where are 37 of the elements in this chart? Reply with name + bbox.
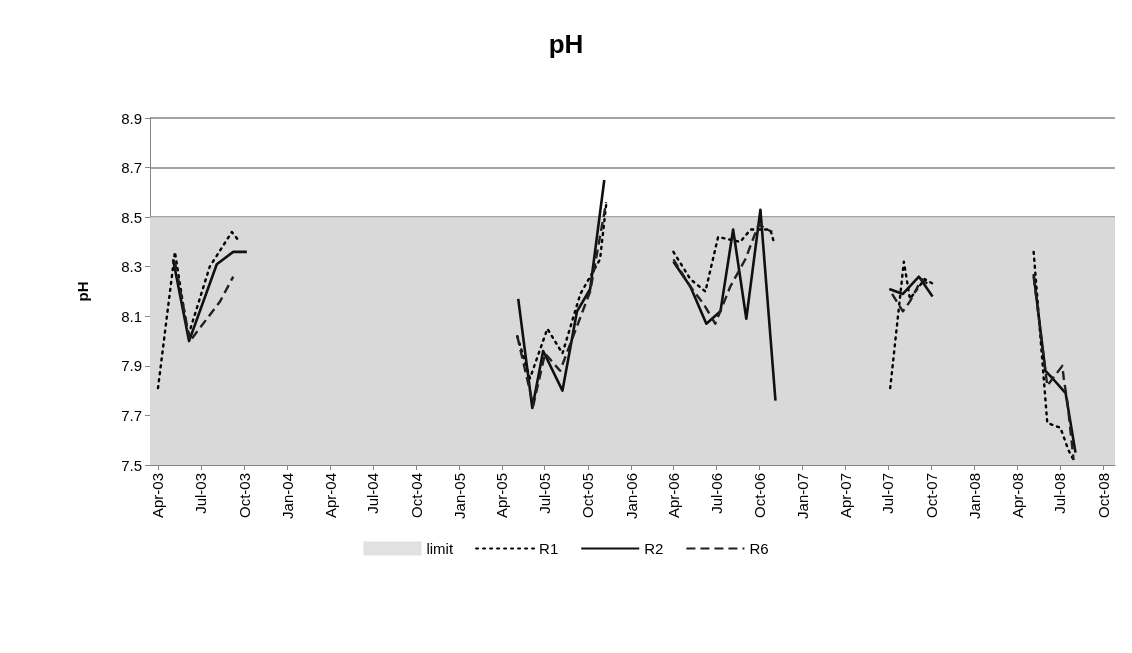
y-tick-label: 7.7	[121, 406, 142, 424]
y-tick-label: 8.3	[121, 258, 142, 276]
x-tick-label: Oct-05	[579, 473, 597, 519]
legend-label: R1	[539, 540, 559, 557]
x-tick-label: Oct-08	[1094, 473, 1112, 519]
y-tick-label: 8.9	[121, 109, 142, 127]
x-tick-label: Jan-07	[794, 473, 812, 519]
x-tick-label: Jul-05	[536, 473, 554, 514]
legend-label: R6	[749, 540, 769, 557]
x-tick-label: Oct-03	[235, 473, 253, 519]
x-tick-label: Apr-04	[321, 473, 339, 519]
x-tick-label: Jul-03	[192, 473, 210, 514]
y-tick-label: 7.5	[121, 456, 142, 474]
y-axis-title: pH	[74, 281, 91, 302]
x-tick-label: Jan-08	[965, 473, 983, 519]
y-tick-label: 8.1	[121, 307, 142, 325]
x-tick-label: Apr-08	[1008, 473, 1026, 519]
x-tick-label: Jul-08	[1051, 473, 1069, 514]
y-tick-label: 8.5	[121, 208, 142, 226]
legend-label: R2	[644, 540, 664, 557]
x-tick-label: Apr-05	[493, 473, 511, 519]
y-tick-label: 8.7	[121, 159, 142, 177]
legend-label: limit	[426, 540, 454, 557]
x-tick-label: Jan-05	[450, 473, 468, 519]
x-tick-label: Oct-07	[922, 473, 940, 519]
x-tick-label: Apr-06	[664, 473, 682, 519]
x-tick-label: Jul-04	[364, 473, 382, 514]
chart-title: pH	[548, 29, 584, 59]
x-tick-label: Oct-06	[750, 473, 768, 519]
x-tick-label: Apr-03	[149, 473, 167, 519]
x-tick-label: Apr-07	[836, 473, 854, 519]
x-tick-label: Jul-07	[879, 473, 897, 514]
x-tick-label: Jul-06	[707, 473, 725, 514]
y-tick-label: 7.9	[121, 357, 142, 375]
x-tick-label: Oct-04	[407, 473, 425, 519]
x-tick-label: Jan-06	[622, 473, 640, 519]
x-tick-label: Jan-04	[278, 473, 296, 519]
